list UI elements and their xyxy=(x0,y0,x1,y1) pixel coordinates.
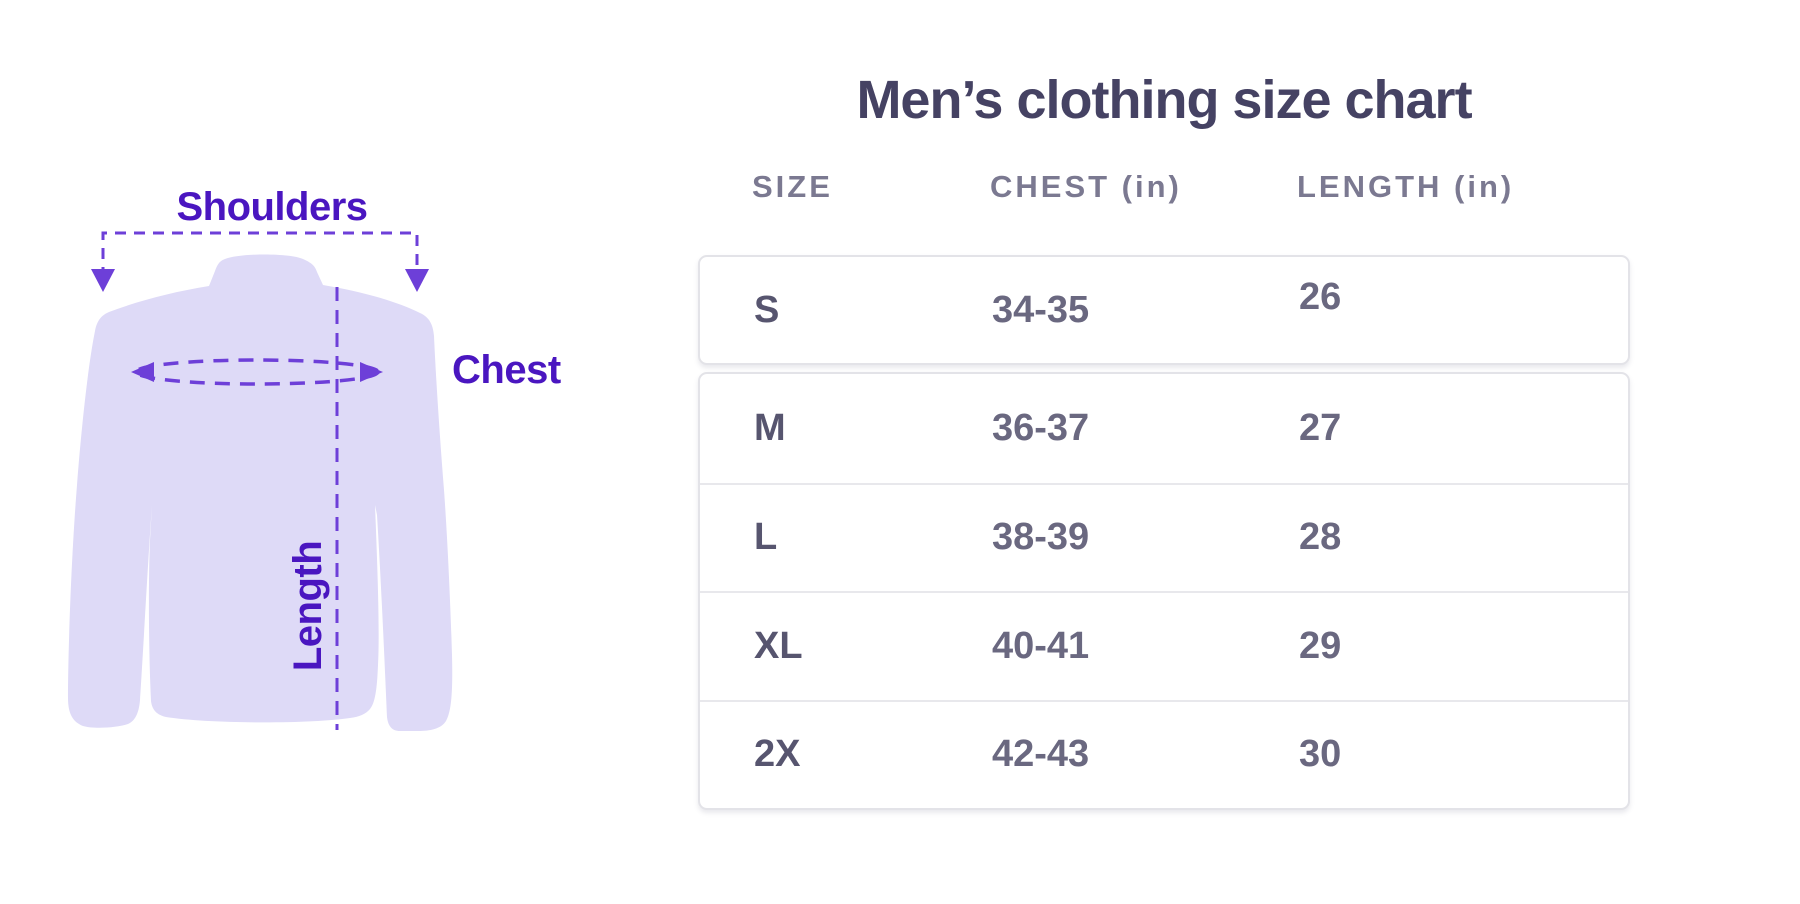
size-cell: 2X xyxy=(754,733,801,776)
chest-cell: 36-37 xyxy=(992,406,1090,449)
length-cell: 26 xyxy=(1299,275,1342,318)
page-title: Men’s clothing size chart xyxy=(856,70,1472,130)
column-header-size: SIZE xyxy=(752,169,833,204)
chest-label: Chest xyxy=(452,348,561,392)
size-card-m-to-2x: M 36-37 27 L 38-39 28 XL 40-41 29 2X 42-… xyxy=(698,372,1630,810)
table-row: L 38-39 28 xyxy=(700,482,1628,592)
table-row: XL 40-41 29 xyxy=(700,591,1628,700)
chest-cell: 34-35 xyxy=(992,288,1090,331)
table-row: S 34-35 26 xyxy=(700,257,1628,363)
arrow-right-icon xyxy=(360,362,383,382)
table-row: M 36-37 27 xyxy=(700,374,1628,483)
size-cell: M xyxy=(754,406,786,449)
chest-cell: 42-43 xyxy=(992,733,1090,776)
length-cell: 28 xyxy=(1299,516,1342,559)
size-cell: S xyxy=(754,288,780,331)
arrow-down-left-icon xyxy=(91,269,115,292)
size-cell: XL xyxy=(754,624,803,667)
length-label: Length xyxy=(286,540,330,672)
length-cell: 27 xyxy=(1299,406,1342,449)
size-cell: L xyxy=(754,516,778,559)
length-cell: 29 xyxy=(1299,624,1342,667)
arrow-down-right-icon xyxy=(405,269,429,292)
shoulders-label: Shoulders xyxy=(176,185,368,229)
column-header-length: LENGTH (in) xyxy=(1297,169,1515,204)
size-card-s: S 34-35 26 xyxy=(698,255,1630,365)
shirt-measurement-diagram: Shoulders Chest Length xyxy=(0,0,650,904)
shoulders-bracket-line xyxy=(101,231,419,278)
column-header-chest: CHEST (in) xyxy=(990,169,1182,204)
length-cell: 30 xyxy=(1299,733,1342,776)
arrow-left-icon xyxy=(131,362,154,382)
shirt-silhouette xyxy=(68,254,453,731)
table-header-row: SIZE CHEST (in) LENGTH (in) xyxy=(698,164,1630,210)
table-row: 2X 42-43 30 xyxy=(700,699,1628,809)
chest-cell: 40-41 xyxy=(992,624,1090,667)
chest-cell: 38-39 xyxy=(992,516,1090,559)
shirt-illustration xyxy=(68,231,453,731)
